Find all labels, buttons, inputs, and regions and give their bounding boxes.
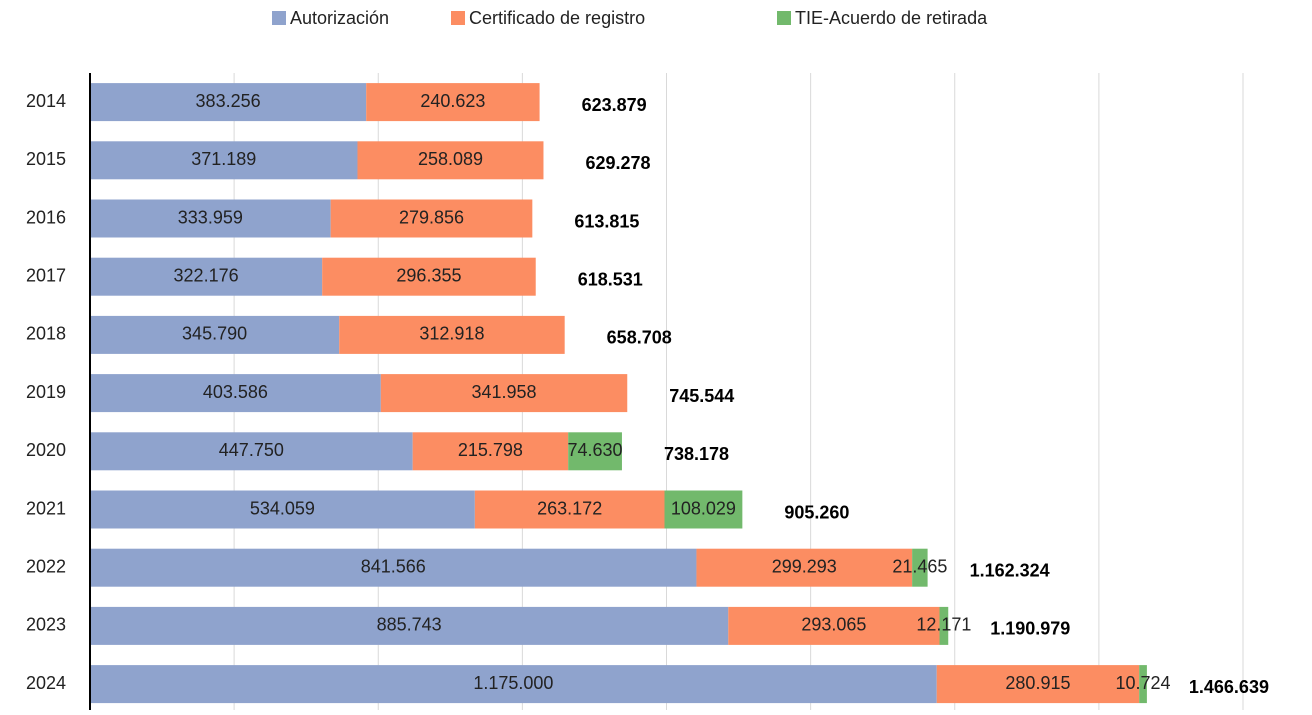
legend-swatch	[777, 11, 791, 25]
legend-label: Certificado de registro	[469, 8, 645, 28]
y-tick-label: 2014	[26, 91, 66, 111]
data-label: 403.586	[203, 382, 268, 402]
data-label: 12.171	[916, 615, 971, 635]
bar-segment	[90, 257, 323, 296]
bar-segment	[474, 490, 665, 529]
bar-segment	[90, 490, 475, 529]
data-label: 383.256	[196, 91, 261, 111]
bar-segment	[366, 83, 540, 122]
y-tick-label: 2024	[26, 673, 66, 693]
data-label: 279.856	[399, 207, 464, 227]
bar-segment	[939, 606, 949, 645]
bar-segment	[412, 432, 569, 471]
data-label: 108.029	[671, 498, 736, 518]
y-tick-label: 2015	[26, 149, 66, 169]
y-tick-label: 2023	[26, 615, 66, 635]
total: 623.879	[582, 95, 647, 115]
legend-swatch	[451, 11, 465, 25]
total: 745.544	[669, 386, 734, 406]
bar-segment	[322, 257, 536, 296]
y-tick-label: 2019	[26, 382, 66, 402]
total: 1.466.639	[1189, 677, 1269, 697]
bar-segment	[936, 665, 1140, 704]
bar-segment	[90, 665, 937, 704]
data-label: 240.623	[420, 91, 485, 111]
legend-swatch	[272, 11, 286, 25]
y-tick-label: 2018	[26, 324, 66, 344]
data-label: 371.189	[191, 149, 256, 169]
y-tick-label: 2022	[26, 556, 66, 576]
data-label: 280.915	[1005, 673, 1070, 693]
legend-label: Autorización	[290, 8, 389, 28]
bar-segment	[664, 490, 743, 529]
bar-segment	[90, 374, 381, 413]
bar-segment	[696, 548, 913, 587]
data-label: 841.566	[361, 556, 426, 576]
total: 613.815	[574, 211, 639, 231]
data-label: 447.750	[219, 440, 284, 460]
data-label: 322.176	[174, 265, 239, 285]
data-label: 258.089	[418, 149, 483, 169]
total: 618.531	[578, 269, 643, 289]
y-tick-label: 2016	[26, 207, 66, 227]
data-label: 1.175.000	[473, 673, 553, 693]
data-label: 341.958	[472, 382, 537, 402]
data-label: 10.724	[1116, 673, 1171, 693]
bar-segment	[380, 374, 628, 413]
bar-segment	[1139, 665, 1147, 704]
data-label: 885.743	[377, 615, 442, 635]
data-label: 534.059	[250, 498, 315, 518]
data-label: 345.790	[182, 324, 247, 344]
bar-segment	[90, 315, 340, 354]
data-label: 299.293	[772, 556, 837, 576]
total: 1.162.324	[970, 560, 1050, 580]
y-tick-label: 2017	[26, 265, 66, 285]
legend-label: TIE-Acuerdo de retirada	[795, 8, 988, 28]
y-tick-label: 2021	[26, 498, 66, 518]
bar-segment	[90, 199, 331, 238]
data-label: 215.798	[458, 440, 523, 460]
data-label: 263.172	[537, 498, 602, 518]
bar-segment	[568, 432, 622, 471]
bar-segment	[728, 606, 940, 645]
total: 1.190.979	[990, 619, 1070, 639]
total: 658.708	[607, 328, 672, 348]
data-label: 74.630	[568, 440, 623, 460]
bar-segment	[90, 548, 697, 587]
total: 905.260	[784, 502, 849, 522]
bar-segment	[90, 432, 413, 471]
y-tick-label: 2020	[26, 440, 66, 460]
bar-segment	[912, 548, 928, 587]
data-label: 293.065	[801, 615, 866, 635]
data-label: 333.959	[178, 207, 243, 227]
bar-segment	[339, 315, 565, 354]
data-label: 21.465	[892, 556, 947, 576]
bar-segment	[330, 199, 533, 238]
data-label: 312.918	[419, 324, 484, 344]
bar-segment	[90, 141, 358, 180]
bar-segment	[90, 83, 367, 122]
total: 738.178	[664, 444, 729, 464]
data-label: 296.355	[396, 265, 461, 285]
bar-segment	[357, 141, 544, 180]
total: 629.278	[585, 153, 650, 173]
bar-segment	[90, 606, 729, 645]
